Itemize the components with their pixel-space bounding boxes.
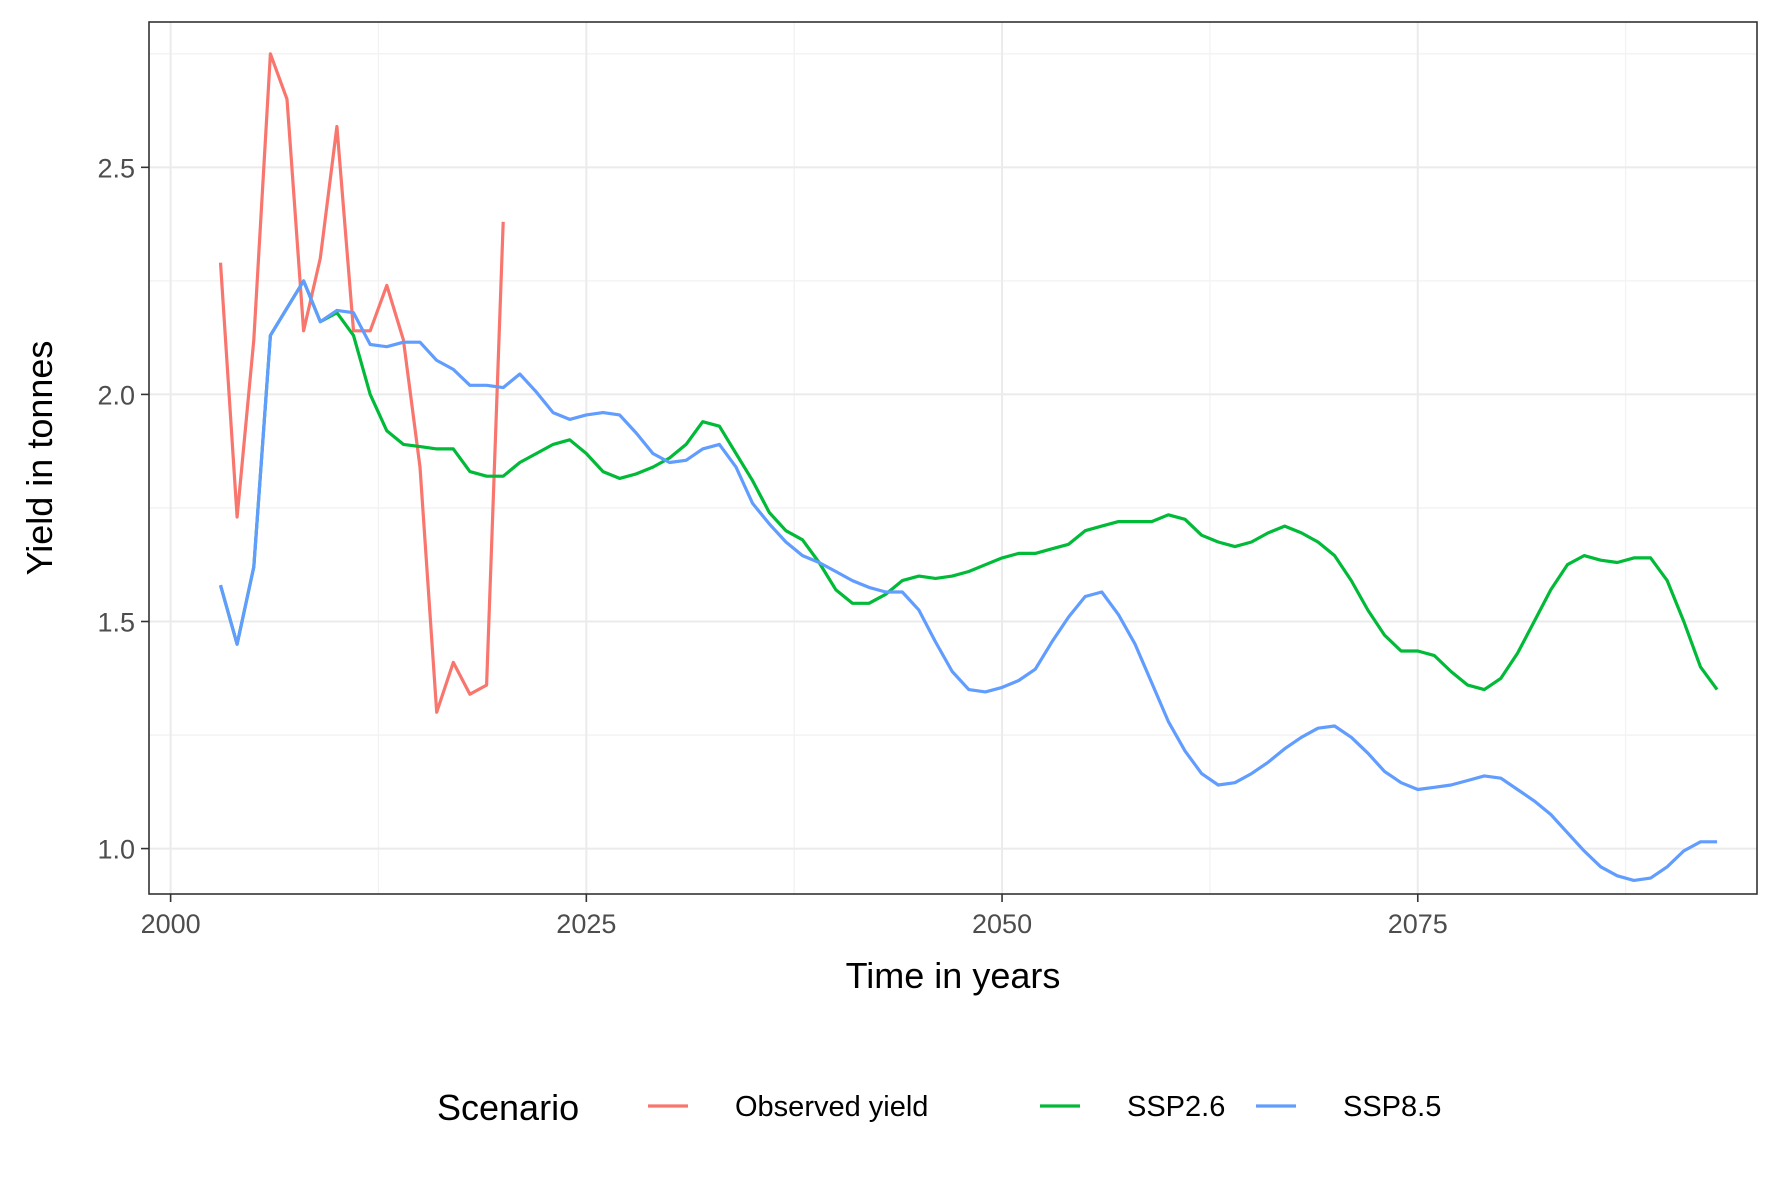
plot-border [148, 21, 1758, 895]
x-tick-label: 2050 [972, 909, 1032, 939]
y-tick-label: 2.5 [97, 153, 135, 183]
series-line-3 [218, 279, 1718, 883]
plot-panel [149, 22, 1757, 894]
legend: Scenario Observed yield SSP2.6 SSP8.5 [437, 1087, 1441, 1128]
series-line-2 [218, 279, 1719, 692]
x-tick-label: 2025 [556, 909, 616, 939]
x-tick-label: 2075 [1388, 909, 1448, 939]
y-tick-label: 1.0 [97, 835, 135, 865]
y-tick-label: 1.5 [97, 608, 135, 638]
y-tick-label: 2.0 [97, 380, 135, 410]
y-axis-title: Yield in tonnes [19, 341, 60, 576]
legend-title: Scenario [437, 1087, 579, 1128]
legend-label-1: Observed yield [735, 1091, 928, 1123]
axes: 2000 2025 2050 2075 1.0 1.5 2.0 2.5 [97, 153, 1447, 939]
gridlines [149, 22, 1757, 894]
legend-label-3: SSP8.5 [1343, 1091, 1441, 1123]
series-lines [218, 52, 1719, 883]
x-tick-label: 2000 [141, 909, 201, 939]
x-axis-title: Time in years [846, 955, 1061, 996]
legend-label-2: SSP2.6 [1127, 1091, 1225, 1123]
